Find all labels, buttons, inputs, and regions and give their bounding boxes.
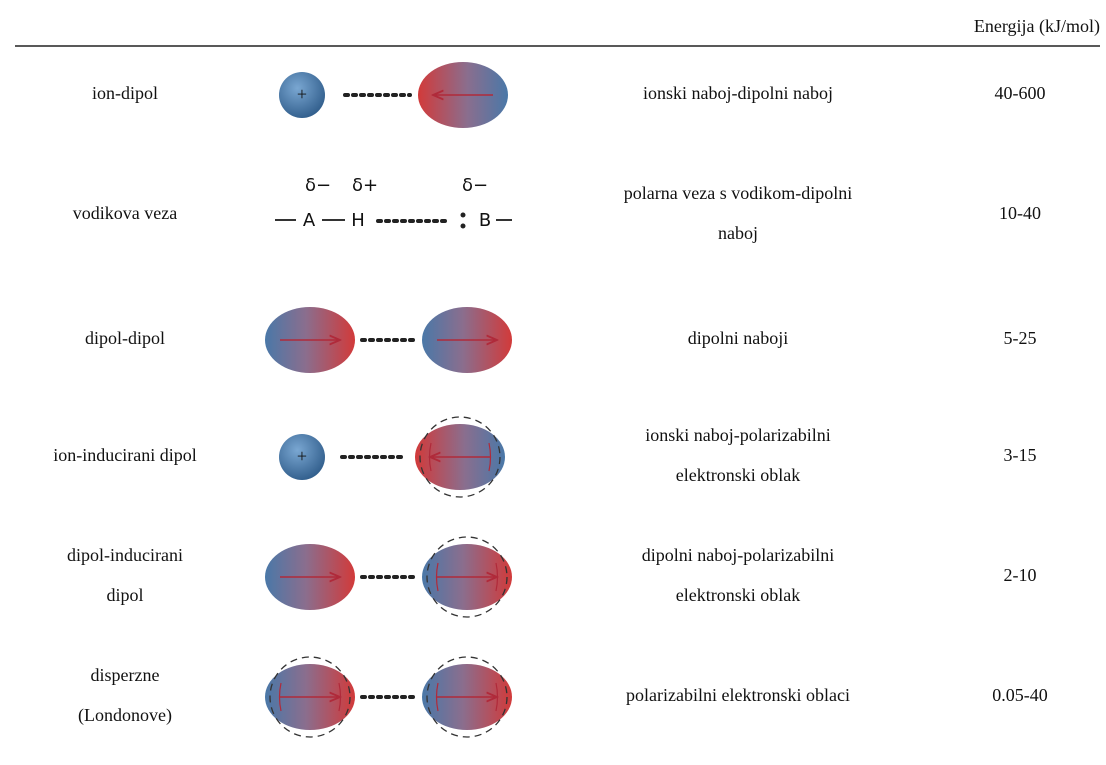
row-energy: 10-40 xyxy=(999,203,1041,223)
ion-charge: + xyxy=(297,446,307,466)
row-description: elektronski oblak xyxy=(676,585,800,605)
row-name: vodikova veza xyxy=(73,203,177,223)
hbond-label: A xyxy=(303,210,316,231)
bracket xyxy=(435,562,439,592)
row-energy: 40-600 xyxy=(995,83,1046,103)
hbond-label: δ+ xyxy=(352,175,378,196)
bracket xyxy=(495,682,499,712)
polarizable-cloud xyxy=(419,416,501,498)
row-description: dipolni naboji xyxy=(688,328,789,348)
row-name: ion-inducirani dipol xyxy=(53,445,196,465)
row-energy: 5-25 xyxy=(1004,328,1037,348)
lone-pair xyxy=(460,212,466,218)
row-name: dipol xyxy=(106,585,143,605)
lone-pair xyxy=(460,223,466,229)
row-description: dipolni naboj-polarizabilni xyxy=(642,545,834,565)
ion xyxy=(279,72,325,118)
bracket xyxy=(495,562,499,592)
polarizable-cloud xyxy=(426,656,508,738)
hbond-label: δ− xyxy=(305,175,331,196)
row-name: disperzne xyxy=(91,665,160,685)
hbond-label: B xyxy=(479,210,491,231)
polarizable-cloud xyxy=(426,536,508,618)
row-name: ion-dipol xyxy=(92,83,158,103)
ion-charge: + xyxy=(297,84,307,104)
hbond-label: δ− xyxy=(462,175,488,196)
bracket xyxy=(278,682,282,712)
row-name: dipol-dipol xyxy=(85,328,165,348)
row-description: polarna veza s vodikom-dipolni xyxy=(624,183,852,203)
ion xyxy=(279,434,325,480)
bracket xyxy=(428,442,432,472)
row-description: naboj xyxy=(718,223,758,243)
row-energy: 0.05-40 xyxy=(992,685,1048,705)
row-description: ionski naboj-polarizabilni xyxy=(645,425,830,445)
polarizable-cloud xyxy=(269,656,351,738)
hbond-label: H xyxy=(351,210,365,231)
row-energy: 2-10 xyxy=(1004,565,1037,585)
bracket xyxy=(435,682,439,712)
bracket xyxy=(338,682,342,712)
row-description: ionski naboj-dipolni naboj xyxy=(643,83,833,103)
row-description: elektronski oblak xyxy=(676,465,800,485)
row-energy: 3-15 xyxy=(1004,445,1037,465)
row-name: dipol-inducirani xyxy=(67,545,183,565)
header-energy: Energija (kJ/mol) xyxy=(974,16,1100,37)
bracket xyxy=(488,442,492,472)
row-name: (Londonove) xyxy=(78,705,172,726)
row-description: polarizabilni elektronski oblaci xyxy=(626,685,850,705)
